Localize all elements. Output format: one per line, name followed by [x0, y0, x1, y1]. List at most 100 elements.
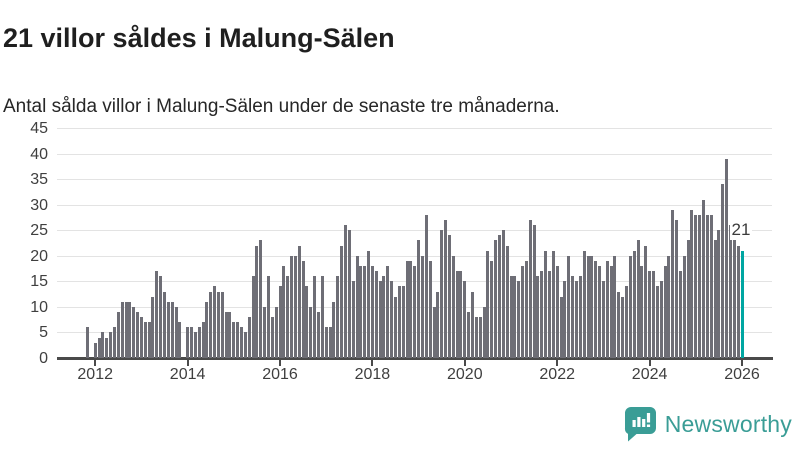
- bar: [359, 266, 363, 358]
- bar: [120, 301, 124, 358]
- x-axis-tick-mark: [94, 360, 97, 366]
- bar: [340, 245, 344, 358]
- bar: [282, 266, 286, 358]
- bar: [451, 255, 455, 358]
- bar: [447, 235, 451, 358]
- x-axis-tick-label: 2016: [262, 366, 298, 383]
- x-axis-tick-mark: [371, 360, 374, 366]
- bar: [625, 286, 628, 358]
- bar: [721, 184, 725, 358]
- bar: [413, 266, 417, 358]
- bar: [163, 291, 166, 358]
- bar: [559, 296, 563, 358]
- x-axis-tick-label: 2020: [447, 366, 483, 383]
- bar: [128, 301, 132, 358]
- bar: [582, 250, 586, 358]
- bar: [651, 271, 655, 358]
- bar: [332, 301, 336, 358]
- x-axis-tick-mark: [648, 360, 651, 366]
- bar: [544, 250, 548, 358]
- newsworthy-logo: Newsworthy: [624, 405, 792, 443]
- bar: [486, 250, 490, 358]
- bar: [459, 271, 463, 358]
- bar: [444, 220, 448, 358]
- bar: [555, 266, 559, 358]
- x-axis-tick-mark: [556, 360, 559, 366]
- bar: [513, 276, 517, 358]
- bar: [567, 255, 571, 358]
- bar: [667, 255, 671, 358]
- x-axis-tick-mark: [279, 360, 281, 366]
- bar: [293, 255, 297, 358]
- bar: [243, 332, 247, 358]
- gridline: [57, 230, 772, 232]
- bar: [286, 276, 290, 358]
- bar: [702, 199, 705, 358]
- bar: [524, 260, 528, 358]
- bar: [640, 266, 644, 358]
- bar: [594, 260, 598, 358]
- bar: [251, 276, 255, 358]
- gridline: [57, 204, 772, 206]
- x-axis-tick-label: 2012: [77, 366, 113, 383]
- bar: [705, 214, 709, 358]
- x-axis-tick-mark: [463, 360, 466, 366]
- bar: [713, 240, 717, 358]
- x-axis-tick-mark: [741, 360, 743, 366]
- bar: [193, 332, 197, 358]
- bar: [405, 260, 409, 358]
- bar: [386, 266, 390, 358]
- latest-value-label: 21: [729, 219, 753, 240]
- bar: [367, 250, 371, 358]
- bar: [297, 245, 301, 358]
- bar: [155, 271, 159, 358]
- bar: [601, 281, 605, 358]
- bar: [497, 235, 501, 358]
- bar: [632, 250, 636, 358]
- bar: [305, 286, 309, 358]
- bar: [590, 255, 594, 358]
- bar: [97, 337, 101, 358]
- bar: [86, 327, 89, 358]
- bar: [725, 158, 729, 358]
- y-axis-tick-label: 0: [39, 350, 48, 367]
- gridline: [57, 255, 772, 257]
- bar: [471, 291, 474, 358]
- bar: [166, 301, 170, 358]
- bar: [478, 317, 482, 358]
- chart-subtitle: Antal sålda villor i Malung-Sälen under …: [3, 96, 560, 117]
- bar: [255, 245, 259, 358]
- x-axis-tick-label: 2026: [724, 366, 760, 383]
- bar: [401, 286, 405, 358]
- bar: [436, 291, 440, 358]
- bar: [420, 255, 424, 358]
- bar: [548, 271, 551, 358]
- bar: [617, 291, 621, 358]
- bar: [270, 317, 274, 358]
- bar: [521, 266, 525, 358]
- bar: [517, 281, 521, 358]
- bar: [139, 317, 143, 358]
- bar: [186, 327, 190, 358]
- bar: [328, 327, 332, 358]
- y-axis-tick-label: 30: [30, 196, 48, 214]
- bar: [644, 245, 648, 358]
- bar: [240, 327, 243, 358]
- bar: [216, 291, 220, 358]
- bar: [151, 296, 155, 358]
- bar: [467, 312, 471, 358]
- bar: [201, 322, 205, 358]
- bar: [109, 332, 113, 358]
- bar: [317, 312, 320, 358]
- y-axis-tick-label: 5: [39, 324, 48, 342]
- bar: [605, 260, 609, 358]
- y-axis-tick-label: 15: [30, 273, 48, 291]
- gridline: [57, 179, 772, 181]
- bar: [213, 286, 217, 358]
- bar: [505, 245, 509, 358]
- bar: [728, 225, 732, 358]
- bar: [663, 266, 667, 358]
- bar: [320, 276, 324, 358]
- bar: [417, 240, 421, 358]
